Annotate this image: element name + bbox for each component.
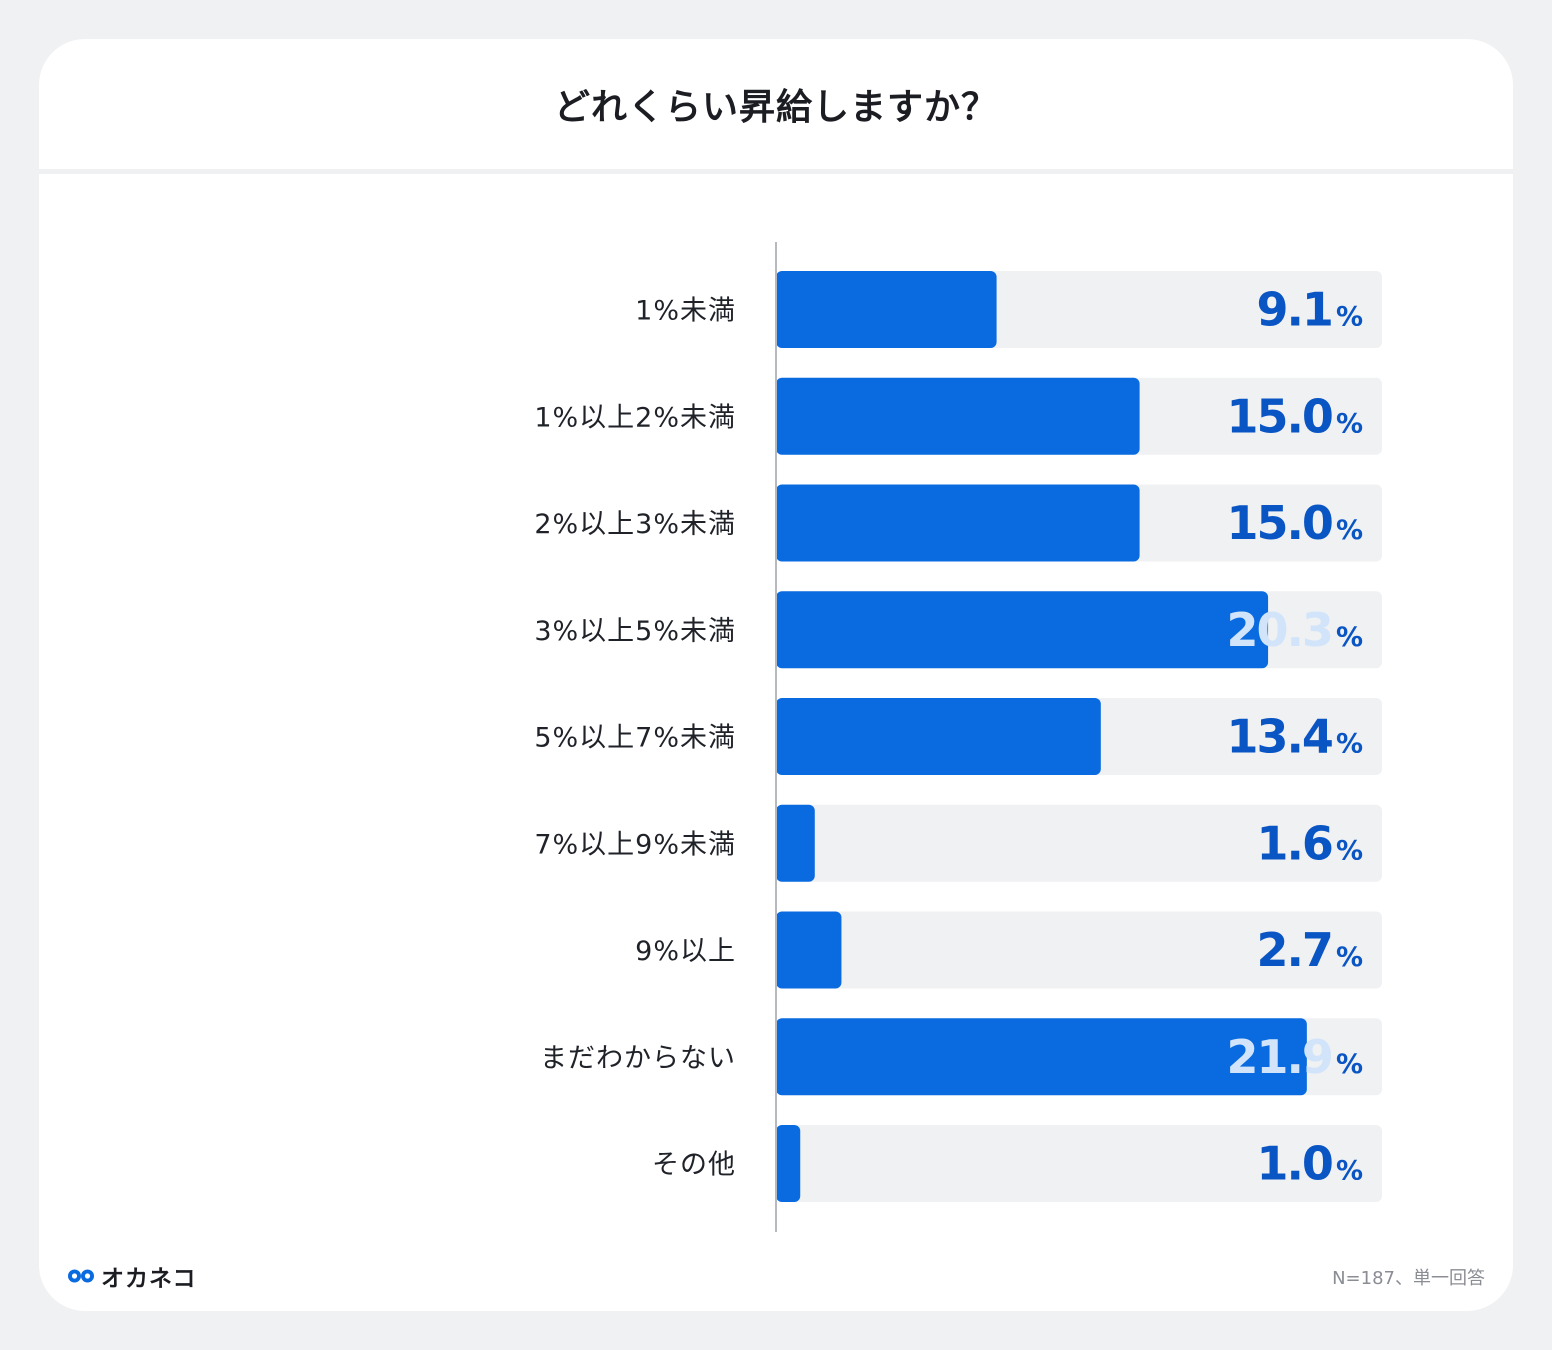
- value-labels: 9.1 %15.0 %15.0 %20.3 %13.4 %1.6 %2.7 %21.9 %1.0…: [1226, 283, 1363, 1191]
- bar: [776, 911, 842, 989]
- value-label: 21.9%: [1226, 1030, 1363, 1084]
- bar-chart: 1%未満 1%以上2%未満 2%以上3%未満 3%以上5%未満 5%以上7%未満 7%以上…: [534, 242, 1382, 1232]
- value-unit: %: [1336, 729, 1363, 760]
- value-number: 21.9: [1226, 1030, 1332, 1084]
- bar-track: [776, 1125, 1382, 1202]
- category-labels: 1%未満 1%以上2%未満 2%以上3%未満 3%以上5%未満 5%以上7%未満 7%以上…: [534, 296, 736, 1181]
- value-number: 20.3: [1226, 603, 1332, 657]
- value-label: 9.1%: [1256, 283, 1363, 337]
- bar: [776, 804, 815, 882]
- bar: [776, 1018, 1307, 1096]
- value-unit: %: [1336, 835, 1363, 866]
- bars: [776, 271, 1307, 1202]
- value-label: 15.0%: [1226, 496, 1363, 550]
- value-number: 15.0: [1226, 389, 1332, 443]
- bar: [776, 271, 997, 348]
- value-number: 15.0: [1226, 496, 1332, 550]
- bar: [776, 484, 1140, 562]
- value-label: 2.7%: [1256, 923, 1363, 977]
- value-unit: %: [1336, 622, 1363, 653]
- bar: [776, 698, 1101, 775]
- value-unit: %: [1336, 1156, 1363, 1187]
- bar: [776, 591, 1269, 669]
- value-label: 13.4%: [1226, 710, 1363, 764]
- bar-track: [776, 804, 1382, 882]
- category-label: 7%以上9%未満: [534, 829, 736, 860]
- value-number: 13.4: [1226, 710, 1332, 764]
- infinity-logo-icon: [68, 1269, 94, 1283]
- chart-card: どれくらい昇給しますか？ 1%未満 1%以上2%未満 2%以上3%未満 3%以上5%未…: [39, 39, 1513, 1311]
- value-number: 1.0: [1256, 1137, 1332, 1191]
- chart-title: どれくらい昇給しますか？: [553, 87, 998, 128]
- value-unit: %: [1336, 408, 1363, 439]
- value-unit: %: [1336, 1049, 1363, 1080]
- value-number: 2.7: [1256, 923, 1332, 977]
- value-label: 1.0%: [1256, 1137, 1363, 1191]
- category-label: 5%以上7%未満: [534, 723, 736, 754]
- sample-footnote: N=187、単一回答: [1332, 1268, 1485, 1289]
- title-divider: [39, 169, 1513, 174]
- category-label: まだわからない: [540, 1043, 736, 1074]
- value-unit: %: [1336, 302, 1363, 333]
- bar-track: [776, 911, 1382, 989]
- category-label: 1%以上2%未満: [534, 402, 736, 433]
- category-label: 3%以上5%未満: [534, 616, 736, 647]
- brand-name: オカネコ: [101, 1266, 197, 1292]
- value-unit: %: [1336, 942, 1363, 973]
- value-number: 9.1: [1256, 283, 1332, 337]
- value-number: 1.6: [1256, 816, 1332, 870]
- bar: [776, 377, 1140, 455]
- category-label: 9%以上: [635, 936, 736, 967]
- value-unit: %: [1336, 515, 1363, 546]
- bar: [776, 1125, 801, 1202]
- category-label: 2%以上3%未満: [534, 509, 736, 540]
- value-label: 20.3%: [1226, 603, 1363, 657]
- category-label: 1%未満: [635, 296, 736, 327]
- value-label: 15.0%: [1226, 389, 1363, 443]
- value-label: 1.6%: [1256, 816, 1363, 870]
- brand-logo: オカネコ: [67, 1261, 197, 1292]
- title-band: どれくらい昇給しますか？: [39, 39, 1513, 169]
- category-label: その他: [652, 1150, 736, 1181]
